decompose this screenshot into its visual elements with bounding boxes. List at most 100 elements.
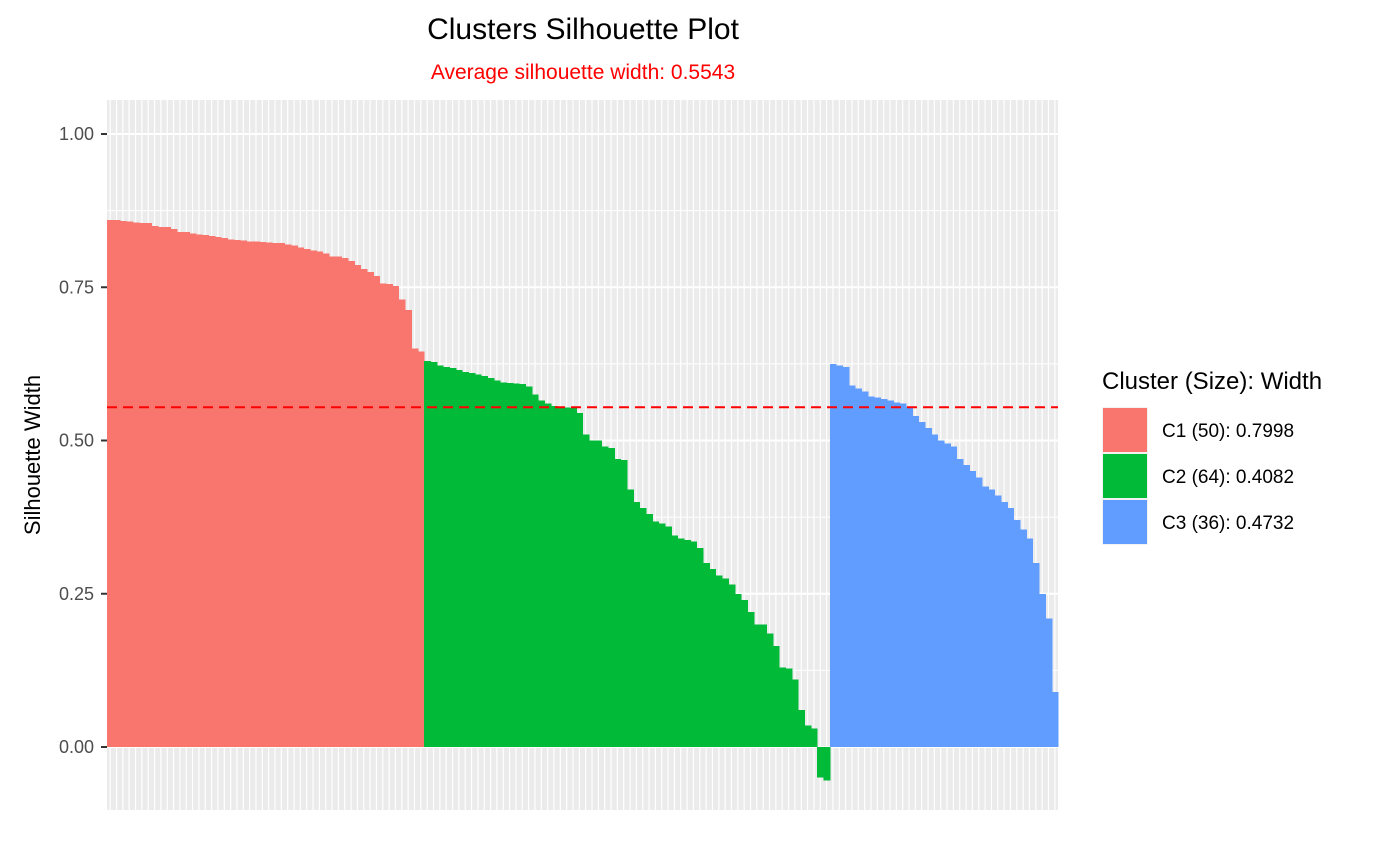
bar-c2 <box>462 371 469 747</box>
bar-c2 <box>449 368 457 747</box>
bar-c3 <box>1007 507 1015 747</box>
bar-c3 <box>1045 618 1053 747</box>
bar-c1 <box>335 256 343 747</box>
bar-c2 <box>468 373 476 747</box>
bar-c1 <box>170 229 178 747</box>
legend-label: C3 (36): 0.4732 <box>1162 513 1294 534</box>
bar-c1 <box>271 243 279 748</box>
bar-c3 <box>975 477 983 747</box>
bar-c1 <box>265 242 273 747</box>
y-tick-label: 0.25 <box>59 584 94 604</box>
y-axis-title: Silhouette Width <box>20 375 45 535</box>
bar-c1 <box>347 260 355 747</box>
bar-c1 <box>113 219 121 747</box>
bar-c2 <box>474 374 482 747</box>
bar-c3 <box>988 489 996 747</box>
bar-c2 <box>544 403 552 747</box>
bar-c1 <box>309 250 317 747</box>
bar-c3 <box>886 400 894 747</box>
bar-c3 <box>893 402 901 747</box>
bar-c3 <box>937 440 945 747</box>
legend-swatch <box>1103 454 1147 498</box>
bar-c1 <box>385 284 393 747</box>
bar-c3 <box>956 458 964 747</box>
bar-c2 <box>785 668 793 747</box>
bar-c2 <box>525 386 533 747</box>
bar-c3 <box>924 428 932 747</box>
bar-c1 <box>284 244 292 747</box>
bar-c3 <box>912 415 920 747</box>
bar-c1 <box>157 227 165 747</box>
bar-c2 <box>690 541 698 747</box>
bar-c2 <box>791 679 799 747</box>
bar-c1 <box>164 227 171 747</box>
bar-c1 <box>354 265 362 747</box>
y-tick-label: 0.75 <box>59 277 94 297</box>
bar-c1 <box>360 268 368 747</box>
bar-c2 <box>779 667 786 747</box>
bar-c2 <box>804 725 812 747</box>
y-tick-label: 0.50 <box>59 431 94 451</box>
bar-c1 <box>404 309 412 747</box>
bar-c3 <box>842 366 850 747</box>
bars <box>107 219 1059 781</box>
bar-c2 <box>424 360 431 747</box>
bar-c2 <box>430 362 438 747</box>
bar-c2 <box>512 383 520 747</box>
bar-c1 <box>366 271 374 747</box>
bar-c2 <box>823 747 831 781</box>
bar-c3 <box>899 403 907 747</box>
bar-c2 <box>588 440 596 747</box>
bar-c2 <box>658 523 666 747</box>
bar-c2 <box>557 406 565 747</box>
bar-c2 <box>645 514 653 747</box>
bar-c3 <box>1032 563 1040 747</box>
bar-c2 <box>728 584 736 747</box>
bar-c1 <box>290 245 298 747</box>
bar-c2 <box>639 507 647 747</box>
bar-c3 <box>943 443 951 747</box>
bar-c1 <box>221 238 229 747</box>
bar-c3 <box>1038 593 1046 747</box>
bar-c3 <box>994 495 1002 747</box>
bar-c2 <box>481 376 488 747</box>
bar-c1 <box>379 283 387 747</box>
bar-c1 <box>246 241 254 747</box>
bar-c2 <box>696 547 704 747</box>
bar-c1 <box>138 222 146 747</box>
bar-c2 <box>702 563 710 747</box>
bar-c1 <box>126 221 133 747</box>
bar-c2 <box>677 538 685 747</box>
bar-c2 <box>747 612 755 747</box>
bar-c1 <box>145 222 152 747</box>
bar-c2 <box>683 539 691 747</box>
bar-c1 <box>398 299 406 747</box>
chart-title: Clusters Silhouette Plot <box>427 13 739 46</box>
bar-c2 <box>715 575 723 747</box>
bar-c2 <box>607 447 615 747</box>
bar-c1 <box>189 233 197 747</box>
bar-c3 <box>855 388 863 747</box>
bar-c2 <box>817 747 825 778</box>
bar-c1 <box>195 234 203 747</box>
bar-c3 <box>848 385 856 747</box>
bar-c2 <box>436 365 444 747</box>
bar-c2 <box>569 408 577 747</box>
legend: Cluster (Size): Width C1 (50): 0.7998 C2 … <box>1102 368 1322 545</box>
bar-c2 <box>614 458 622 747</box>
bar-c2 <box>582 434 590 747</box>
bar-c1 <box>208 235 216 747</box>
y-tick-label: 1.00 <box>59 124 94 144</box>
bar-c2 <box>772 645 780 747</box>
bar-c3 <box>905 406 913 747</box>
bar-c1 <box>373 276 381 747</box>
bar-c1 <box>132 222 140 747</box>
bar-c2 <box>538 400 546 747</box>
bar-c3 <box>931 434 939 747</box>
bar-c2 <box>664 526 672 747</box>
bar-c2 <box>626 489 634 747</box>
bar-c3 <box>981 486 989 747</box>
bar-c2 <box>633 501 641 747</box>
bar-c3 <box>1019 529 1027 747</box>
bar-c2 <box>550 406 558 747</box>
